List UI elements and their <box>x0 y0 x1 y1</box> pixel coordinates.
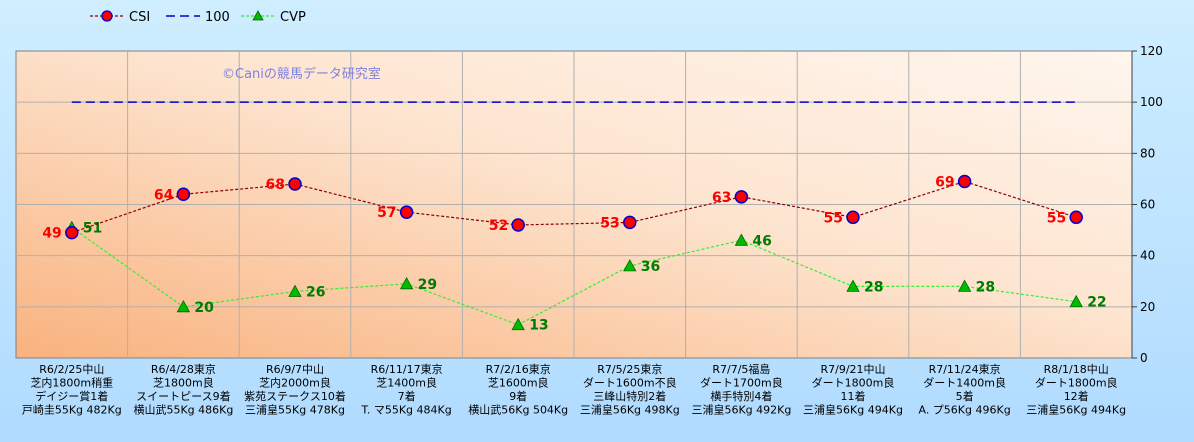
x-category-label: 戸崎圭55Kg 482Kg <box>22 403 122 417</box>
x-category-label: A. プ56Kg 496Kg <box>918 404 1010 417</box>
x-category-label: 芝内1800m稍重 <box>30 376 113 390</box>
x-category-label: 紫苑ステークス10着 <box>244 389 346 403</box>
csi-point <box>399 205 414 219</box>
cvp-data-label: 28 <box>864 279 883 295</box>
x-category-label: 5着 <box>956 389 974 403</box>
csi-data-label: 52 <box>489 218 508 234</box>
x-category-label: 11着 <box>841 389 866 403</box>
x-category-label: 芝1600m良 <box>488 376 549 390</box>
csi-point <box>957 174 972 189</box>
x-category-label: 芝1800m良 <box>153 376 214 390</box>
x-category-label: R7/11/24東京 <box>929 362 1001 376</box>
cvp-point <box>734 233 749 246</box>
x-category-label: スイートピース9着 <box>136 389 230 403</box>
csi-point <box>846 210 860 225</box>
cvp-point <box>511 317 525 331</box>
cvp-point <box>176 299 191 313</box>
x-category-label: 7着 <box>398 389 416 403</box>
csi-point <box>288 177 302 191</box>
x-category-label: 芝1400m良 <box>376 376 437 390</box>
cvp-point <box>399 276 414 290</box>
cvp-data-label: 26 <box>306 284 325 300</box>
cvp-data-label: 20 <box>194 300 214 316</box>
csi-point <box>734 190 749 204</box>
cvp-point <box>846 279 860 292</box>
cvp-data-label: 51 <box>83 221 102 237</box>
csi-point <box>176 187 191 202</box>
x-category-label: ダート1800m良 <box>812 376 895 390</box>
x-category-label: R7/2/16東京 <box>486 362 551 376</box>
csi-data-label: 63 <box>712 190 731 206</box>
y-tick-label: 40 <box>1140 249 1155 263</box>
csi-point <box>1069 210 1083 225</box>
x-category-label: ダート1400m良 <box>923 376 1006 390</box>
x-category-label: R7/7/5福島 <box>712 362 770 376</box>
x-category-label: 三浦皇56Kg 494Kg <box>1026 403 1126 417</box>
cvp-point <box>288 284 302 297</box>
x-category-label: R6/9/7中山 <box>266 363 324 376</box>
x-category-label: R6/2/25中山 <box>39 363 104 376</box>
x-category-label: R8/1/18中山 <box>1044 363 1109 376</box>
x-category-label: 横手特別4着 <box>710 389 772 403</box>
x-category-label: R6/4/28東京 <box>151 362 216 376</box>
x-category-label: 12着 <box>1064 389 1089 403</box>
cvp-data-label: 13 <box>529 318 548 334</box>
x-category-label: ダート1600m不良 <box>583 376 677 390</box>
legend-cvp-label: CVP <box>280 10 306 25</box>
legend-cvp-marker <box>252 10 264 21</box>
cvp-data-label: 28 <box>976 279 995 295</box>
csi-data-label: 57 <box>377 205 396 221</box>
series-cvp-line <box>71 227 1077 326</box>
csi-point <box>623 215 637 230</box>
x-category-label: 三浦皇56Kg 492Kg <box>691 403 791 417</box>
csi-data-label: 49 <box>42 226 61 242</box>
x-category-label: 芝内2000m良 <box>259 376 331 390</box>
cvp-data-label: 22 <box>1087 295 1106 311</box>
x-category-label: 三浦皇56Kg 494Kg <box>803 403 903 417</box>
x-category-label: ダート1800m良 <box>1035 376 1118 390</box>
x-category-label: R6/11/17東京 <box>371 362 443 376</box>
x-category-label: 横山武56Kg 504Kg <box>468 403 568 417</box>
csi-point <box>65 225 79 240</box>
cvp-data-label: 29 <box>418 277 437 293</box>
x-category-label: R7/5/25東京 <box>597 362 662 376</box>
cvp-point <box>957 279 972 292</box>
x-category-label: 三浦皇55Kg 478Kg <box>245 403 345 417</box>
csi-data-label: 64 <box>154 187 174 203</box>
csi-data-label: 69 <box>935 174 954 190</box>
csi-data-label: 55 <box>1047 210 1066 226</box>
csi-data-label: 55 <box>824 210 843 226</box>
cvp-data-label: 46 <box>752 233 771 249</box>
x-category-label: R7/9/21中山 <box>820 363 885 376</box>
csi-point <box>511 218 525 232</box>
x-category-label: ダート1700m良 <box>700 376 783 390</box>
y-tick-label: 60 <box>1140 198 1155 212</box>
x-category-label: デイジー賞1着 <box>35 389 108 403</box>
series-csi-line <box>71 180 1077 234</box>
y-tick-label: 100 <box>1140 95 1163 109</box>
x-category-label: T. マ55Kg 484Kg <box>360 404 451 417</box>
legend-csi-label: CSI <box>129 10 150 25</box>
csi-data-label: 68 <box>266 177 285 193</box>
legend-100-label: 100 <box>205 10 230 25</box>
cvp-point <box>1069 294 1083 308</box>
y-tick-label: 20 <box>1140 300 1155 314</box>
x-category-label: 三浦皇56Kg 498Kg <box>580 403 680 417</box>
x-category-label: 横山武55Kg 486Kg <box>133 403 233 417</box>
watermark: ©Caniの競馬データ研究室 <box>222 66 381 82</box>
y-tick-label: 80 <box>1140 146 1155 160</box>
legend-csi-marker <box>101 10 113 22</box>
x-category-label: 三峰山特別2着 <box>593 389 666 403</box>
y-tick-label: 120 <box>1140 44 1163 58</box>
cvp-point <box>623 259 637 272</box>
y-tick-label: 0 <box>1140 351 1148 365</box>
csi-data-label: 53 <box>600 215 619 231</box>
x-category-label: 9着 <box>509 389 527 403</box>
cvp-data-label: 36 <box>641 259 660 275</box>
